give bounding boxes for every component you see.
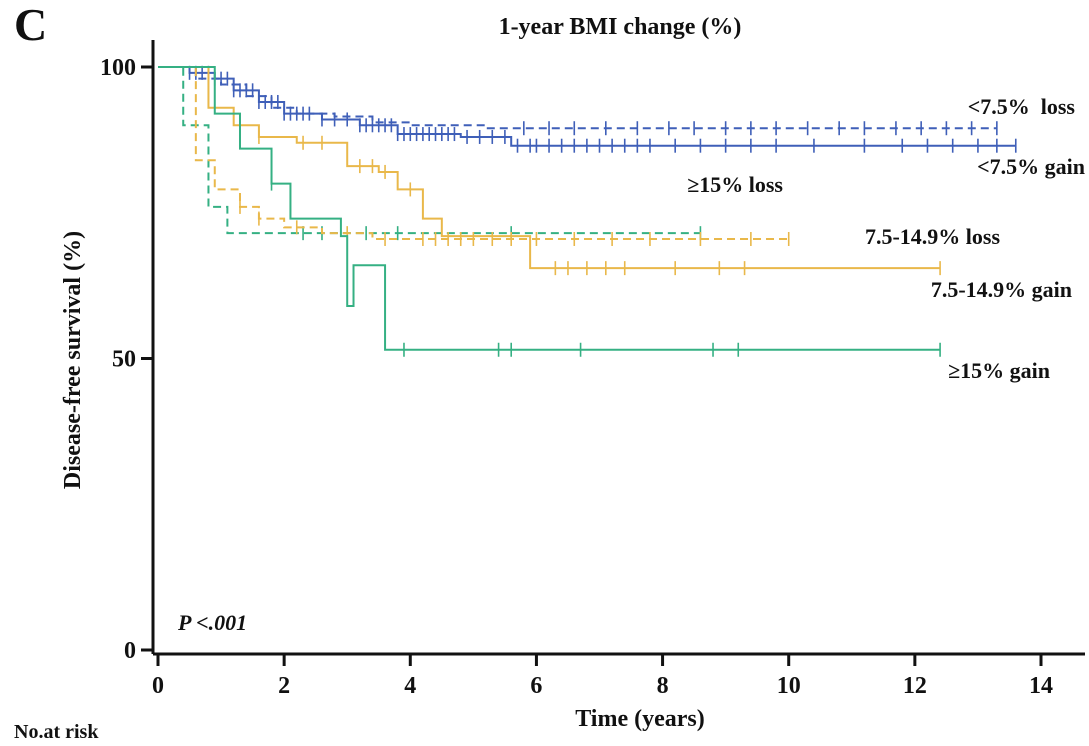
chart-title: 1-year BMI change (%)	[499, 14, 742, 40]
y-axis-label: Disease-free survival (%)	[60, 231, 86, 489]
x-tick-label: 14	[1029, 673, 1053, 699]
survival-curves	[158, 65, 1017, 357]
km-curve-series-1	[158, 66, 1016, 147]
label-7-5-14-9-loss: 7.5-14.9% loss	[865, 224, 1001, 249]
x-tick-label: 10	[777, 673, 801, 699]
label-ge15-loss: ≥15% loss	[687, 172, 783, 197]
risk-table-label: No.at risk	[14, 721, 99, 743]
km-curve-series-5	[158, 66, 941, 351]
x-tick-label: 0	[152, 673, 164, 699]
km-curve-series-4	[158, 66, 941, 270]
x-tick-label: 2	[278, 673, 290, 699]
x-tick-label: 4	[404, 673, 416, 699]
label-7-5-14-9-gain: 7.5-14.9% gain	[931, 277, 1072, 302]
x-tick-label: 8	[657, 673, 669, 699]
label-ge15-gain: ≥15% gain	[948, 358, 1050, 383]
label-lt7-5-gain: <7.5% gain	[977, 154, 1085, 179]
axis-ticks: 0 2 4 6 8 10 12 14 0 50 100	[100, 55, 1053, 699]
series-labels: <7.5% loss <7.5% gain ≥15% loss 7.5-14.9…	[687, 94, 1085, 383]
p-value-annotation: P <.001	[177, 610, 247, 635]
y-tick-label: 100	[100, 55, 136, 81]
x-tick-label: 12	[903, 673, 927, 699]
y-tick-label: 0	[124, 638, 136, 664]
y-tick-label: 50	[112, 347, 136, 373]
x-axis-label: Time (years)	[575, 706, 705, 732]
label-lt7-5-loss: <7.5% loss	[968, 94, 1076, 119]
km-curve-series-2	[158, 66, 701, 235]
panel-label: C	[14, 0, 47, 50]
x-tick-label: 6	[530, 673, 542, 699]
